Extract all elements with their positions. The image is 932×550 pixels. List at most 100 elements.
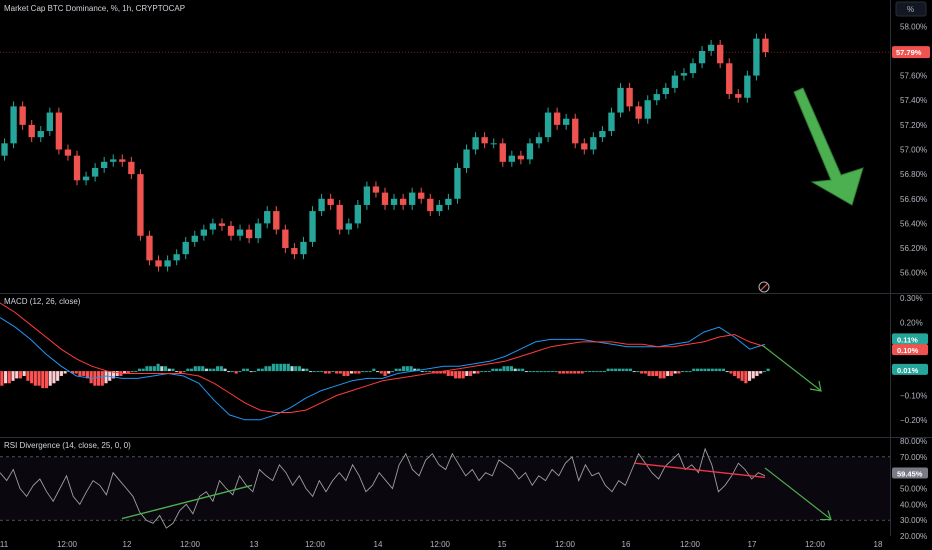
macd-histogram-bar: [521, 368, 525, 372]
macd-axis-tick: −0.20%: [900, 416, 927, 425]
signal-line: [0, 302, 766, 413]
price-pane[interactable]: [0, 33, 890, 272]
macd-histogram-bar: [74, 371, 78, 374]
macd-histogram-bar: [718, 368, 722, 372]
candle-body: [264, 211, 271, 224]
macd-histogram-bar: [7, 371, 11, 384]
macd-histogram-bar: [353, 371, 357, 374]
macd-histogram-bar: [78, 371, 82, 376]
price-scale[interactable]: 58.00%57.80%57.60%57.40%57.20%57.00%56.8…: [892, 22, 930, 541]
macd-histogram-bar: [253, 371, 257, 373]
macd-histogram-bar: [89, 371, 93, 384]
macd-histogram-bar: [145, 366, 149, 372]
macd-histogram-bar: [357, 371, 361, 374]
candle-body: [644, 100, 651, 119]
macd-histogram-bar: [662, 371, 666, 379]
macd-histogram-bar: [264, 366, 268, 372]
macd-histogram-bar: [230, 371, 235, 373]
macd-histogram-bar: [275, 363, 279, 372]
macd-histogram-bar: [450, 371, 454, 376]
percent-toggle-button[interactable]: [895, 1, 927, 17]
macd-histogram-bar: [30, 371, 34, 384]
macd-histogram-bar: [242, 368, 246, 372]
macd-histogram-bar: [751, 371, 755, 379]
time-axis-tick: 13: [250, 540, 259, 549]
candle-body: [454, 167, 461, 199]
macd-histogram-bar: [208, 368, 212, 372]
price-chart-title: Market Cap BTC Dominance, %, 1h, CRYPTOC…: [4, 4, 185, 13]
candle-body: [581, 143, 588, 150]
candle-body: [28, 124, 35, 138]
candle-body: [427, 198, 434, 212]
macd-histogram-bar: [305, 368, 309, 372]
last-price-badge: [892, 46, 930, 59]
time-axis[interactable]: 11 12:00 12 12:00 13 12:00 14 12:00 15 12:00 16 12:…: [0, 540, 883, 549]
macd-histogram-bar: [428, 371, 432, 373]
macd-histogram-bar: [465, 371, 469, 376]
macd-histogram-bar: [710, 368, 714, 372]
candle-body: [46, 112, 53, 132]
macd-histogram-bar: [59, 371, 63, 376]
candle-body: [653, 94, 660, 101]
rsi-pane[interactable]: [0, 447, 890, 529]
candle-body: [517, 155, 525, 160]
macd-histogram-bar: [41, 371, 45, 389]
macd-histogram-bar: [190, 368, 194, 372]
macd-histogram-bar: [309, 371, 313, 373]
macd-histogram-bar: [740, 371, 744, 381]
macd-histogram-bar: [565, 371, 569, 374]
candle-body: [164, 260, 171, 267]
macd-histogram-bar: [539, 371, 543, 373]
candle-body: [563, 118, 570, 125]
macd-histogram-bar: [610, 368, 614, 372]
macd-histogram-bar: [595, 371, 599, 373]
macd-histogram-bar: [100, 371, 104, 386]
macd-histogram-bar: [614, 368, 618, 372]
macd-histogram-bar: [182, 371, 186, 373]
macd-histogram-bar: [349, 371, 354, 374]
macd-histogram-bar: [234, 371, 238, 374]
macd-histogram-bar: [85, 371, 89, 379]
candle-body: [544, 112, 552, 138]
candle-body: [481, 137, 488, 144]
macd-histogram-bar: [554, 371, 558, 373]
macd-pane[interactable]: [0, 302, 822, 421]
rsi-title: RSI Divergence (14, close, 25, 0, 0): [4, 441, 131, 450]
macd-histogram-bar: [673, 371, 677, 374]
price-axis-tick: 57.20%: [900, 121, 927, 130]
macd-histogram-bar: [227, 371, 231, 373]
alert-circle-icon[interactable]: [758, 281, 770, 293]
rsi-bearish-trendline: [634, 462, 766, 479]
macd-histogram-bar: [547, 371, 551, 373]
macd-histogram-bar: [271, 363, 275, 372]
candle-body: [173, 254, 180, 261]
candle-body: [291, 248, 298, 255]
macd-histogram-bar: [376, 371, 380, 373]
candle-body: [101, 161, 108, 168]
time-axis-tick: 17: [748, 540, 757, 549]
big-green-down-arrow[interactable]: [793, 87, 864, 206]
macd-histogram-bar: [703, 368, 707, 372]
macd-histogram-bar: [361, 371, 365, 373]
last-price-badge-label: 57.79%: [896, 48, 922, 57]
macd-histogram-bar: [379, 371, 383, 374]
candle-body: [553, 112, 561, 125]
macd-histogram-bar: [238, 371, 242, 373]
macd-histogram-bar: [576, 371, 580, 374]
macd-histogram-bar: [390, 371, 394, 373]
macd-histogram-bar: [260, 368, 264, 372]
candle-body: [762, 38, 769, 53]
price-axis-tick: 56.40%: [900, 219, 927, 228]
macd-histogram-bar: [476, 371, 480, 374]
macd-histogram-bar: [15, 371, 19, 379]
macd-histogram-bar: [733, 371, 737, 376]
candle-body: [64, 149, 72, 156]
macd-histogram-bar: [654, 371, 659, 376]
candle-body: [309, 211, 316, 242]
macd-histogram-bar: [111, 371, 116, 379]
macd-histogram-bar: [439, 371, 443, 374]
candle-body: [526, 143, 534, 160]
macd-histogram-bar: [491, 368, 495, 372]
